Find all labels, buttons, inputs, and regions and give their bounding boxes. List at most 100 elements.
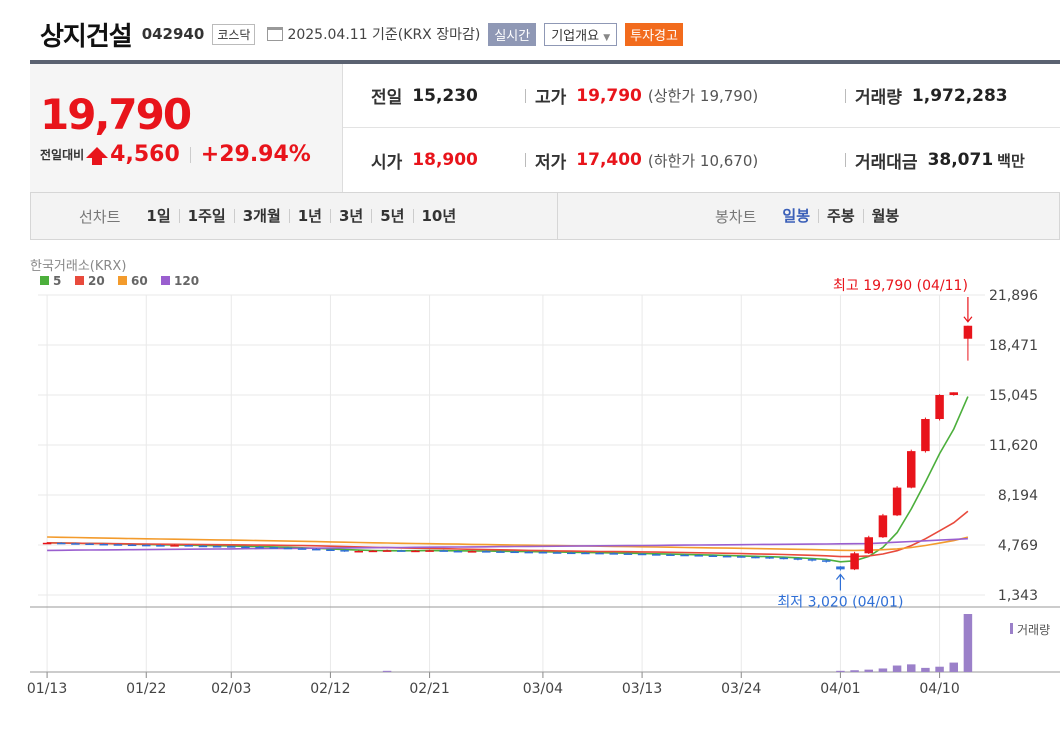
candle-body bbox=[807, 559, 817, 561]
candle-body bbox=[751, 556, 760, 559]
volume-bar bbox=[963, 614, 973, 672]
x-tick-label: 03/04 bbox=[523, 681, 563, 697]
volume-legend-label: 거래량 bbox=[1017, 623, 1050, 637]
candle-body bbox=[269, 547, 278, 549]
candle-body bbox=[538, 551, 548, 554]
legend-label: 60 bbox=[131, 274, 148, 288]
prev-value: 15,230 bbox=[412, 85, 478, 106]
divider bbox=[189, 146, 191, 163]
amount-value: 38,071 bbox=[927, 150, 994, 170]
warning-badge: 투자경고 bbox=[625, 22, 683, 46]
volume-bar bbox=[850, 670, 859, 672]
line-tab-2[interactable]: 3개월 bbox=[233, 209, 289, 224]
line-tab-0[interactable]: 1일 bbox=[146, 207, 171, 225]
ma-line-60 bbox=[47, 536, 969, 552]
candle-body bbox=[340, 550, 349, 552]
price-summary: 19,790 전일대비 4,560 +29.94% bbox=[30, 64, 343, 192]
volume-bar bbox=[836, 670, 845, 672]
legend-swatch bbox=[161, 276, 170, 285]
plot-background bbox=[30, 275, 1060, 607]
high-arrow-icon bbox=[963, 297, 973, 323]
high-value: 19,790 bbox=[576, 85, 642, 106]
candle-body bbox=[212, 545, 222, 548]
chevron-down-icon: ▼ bbox=[603, 32, 611, 43]
open-price: 시가 18,900 bbox=[371, 148, 478, 173]
candle-tab-1[interactable]: 주봉 bbox=[818, 209, 863, 224]
low-label: 저가 bbox=[535, 152, 567, 173]
candle-body bbox=[368, 550, 378, 553]
chart-svg: 21,896 18,471 15,045 11,620 8,194 4,769 1,343 0… bbox=[27, 259, 1060, 697]
candle-body bbox=[411, 550, 420, 553]
candle-body bbox=[793, 558, 803, 560]
open-label: 시가 bbox=[371, 152, 403, 173]
candle-body bbox=[482, 551, 491, 553]
legend-swatch bbox=[118, 276, 127, 285]
volume-label: 거래량 bbox=[855, 88, 902, 108]
candle-body bbox=[496, 551, 505, 553]
legend-label: 5 bbox=[53, 274, 61, 288]
line-tab-4[interactable]: 3년 bbox=[330, 209, 371, 224]
candle-body bbox=[142, 544, 151, 547]
candle-body bbox=[892, 487, 902, 516]
candle-body bbox=[722, 555, 732, 558]
up-arrow-icon bbox=[86, 147, 109, 165]
ma-line-5 bbox=[47, 396, 969, 563]
change-row: 전일대비 4,560 +29.94% bbox=[40, 142, 311, 167]
ma-line-20 bbox=[47, 510, 969, 558]
realtime-button[interactable]: 실시간 bbox=[488, 22, 537, 46]
candle-body bbox=[864, 537, 873, 554]
line-tab-5[interactable]: 5년 bbox=[371, 209, 412, 224]
candle-body bbox=[57, 542, 66, 545]
y-tick-label: 8,194 bbox=[998, 488, 1038, 504]
candle-body bbox=[85, 543, 94, 546]
ma-line-120 bbox=[47, 537, 968, 552]
stock-header: 상지건설 042940 코스닥 2025.04.11 기준(KRX 장마감) 실… bbox=[40, 14, 683, 54]
candle-chart-tabs: 봉차트 일봉 주봉 월봉 bbox=[715, 193, 907, 239]
header-divider bbox=[30, 60, 1060, 64]
candle-body bbox=[963, 325, 973, 339]
trade-amount: 거래대금 38,071 백만 bbox=[855, 148, 1025, 173]
candle-body bbox=[397, 550, 406, 552]
candle-body bbox=[198, 545, 208, 548]
prev-close: 전일 15,230 bbox=[371, 83, 478, 109]
candle-body bbox=[935, 395, 944, 420]
low-annotation: 최저 3,020 (04/01) bbox=[777, 595, 903, 611]
current-price: 19,790 bbox=[40, 90, 192, 139]
candle-chart-label: 봉차트 bbox=[715, 207, 757, 226]
candle-body bbox=[637, 553, 647, 556]
candle-body bbox=[283, 547, 293, 550]
candle-body bbox=[184, 545, 193, 547]
divider bbox=[525, 88, 526, 103]
candle-body bbox=[42, 542, 52, 545]
chart-tabs: 선차트 1일 1주일 3개월 1년 3년 5년 10년 봉차트 일봉 주봉 월봉 bbox=[30, 192, 1060, 240]
lower-limit: (하한가 10,670) bbox=[647, 151, 759, 170]
y-tick-label: 11,620 bbox=[989, 438, 1038, 454]
line-tab-6[interactable]: 10년 bbox=[412, 209, 465, 224]
candle-body bbox=[241, 546, 250, 549]
candle-body bbox=[99, 543, 108, 546]
prev-label: 전일 bbox=[371, 88, 403, 108]
x-tick-label: 02/21 bbox=[409, 681, 449, 697]
y-tick-label: 15,045 bbox=[989, 388, 1038, 404]
candle-tab-0[interactable]: 일봉 bbox=[782, 207, 811, 225]
candle-body bbox=[113, 544, 123, 546]
date-text: 2025.04.11 기준(KRX 장마감) bbox=[287, 27, 481, 43]
change-amount: 4,560 bbox=[110, 142, 180, 167]
candle-body bbox=[439, 550, 448, 552]
candle-body bbox=[666, 554, 675, 556]
line-tab-3[interactable]: 1년 bbox=[288, 209, 330, 224]
candle-body bbox=[467, 551, 477, 553]
candle-tab-2[interactable]: 월봉 bbox=[862, 209, 908, 224]
candle-body bbox=[737, 556, 746, 558]
candle-body bbox=[326, 549, 335, 552]
amount-label: 거래대금 bbox=[855, 152, 918, 173]
legend-label: 120 bbox=[174, 274, 199, 288]
corp-overview-dropdown[interactable]: 기업개요 ▼ bbox=[544, 22, 618, 46]
candle-body bbox=[354, 550, 363, 553]
candle-body bbox=[382, 550, 392, 552]
volume-bar bbox=[892, 665, 902, 672]
candle-body bbox=[921, 419, 930, 452]
y-tick-label: 1,343 bbox=[998, 588, 1038, 604]
upper-limit: (상한가 19,790) bbox=[647, 87, 759, 105]
line-tab-1[interactable]: 1주일 bbox=[178, 209, 234, 224]
